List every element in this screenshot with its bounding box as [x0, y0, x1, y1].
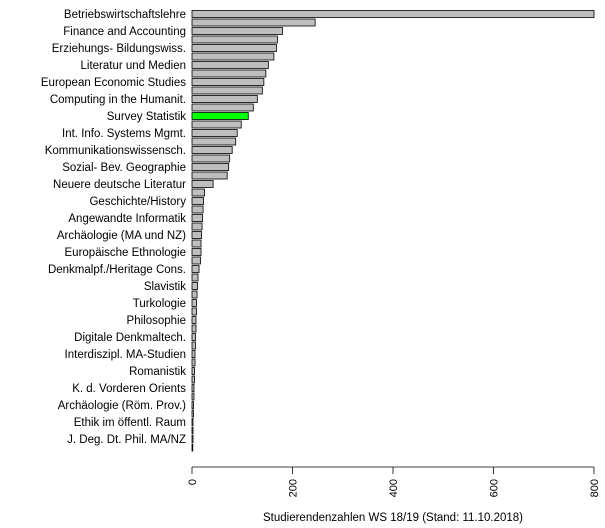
- bar: [191, 333, 196, 341]
- bar: [191, 248, 202, 256]
- bar: [191, 435, 194, 443]
- bar: [191, 18, 316, 27]
- bar: [191, 27, 283, 35]
- bar: [191, 95, 258, 103]
- category-label: Kommunikationswissensch.: [45, 145, 186, 157]
- category-label: Neuere deutsche Literatur: [53, 179, 186, 191]
- category-label: Int. Info. Systems Mgmt.: [62, 128, 186, 140]
- category-label: Survey Statistik: [107, 111, 186, 123]
- bar: [191, 69, 267, 78]
- x-tick-label: 400: [388, 479, 400, 497]
- bar: [191, 316, 197, 324]
- bar: [191, 180, 214, 188]
- category-label: Turkologie: [133, 298, 186, 310]
- category-label: J. Deg. Dt. Phil. MA/NZ: [67, 434, 186, 446]
- category-label: Ethik im öffentl. Raum: [74, 417, 186, 429]
- bar: [191, 61, 269, 69]
- bar: [191, 44, 277, 52]
- bar: [191, 146, 233, 154]
- category-label: Slavistik: [144, 281, 186, 293]
- bar: [191, 222, 203, 231]
- category-label: Erziehungs- Bildungswiss.: [52, 43, 186, 55]
- bar: [191, 205, 204, 214]
- bar: [191, 112, 249, 120]
- bar: [191, 375, 195, 384]
- x-axis: 0 200 400 600 800: [187, 466, 601, 497]
- category-label: Betriebswirtschaftslehre: [64, 9, 186, 21]
- x-tick-label: 0: [187, 479, 199, 485]
- bar: [191, 273, 199, 282]
- bar: [191, 392, 195, 401]
- category-label: Finance and Accounting: [63, 26, 186, 38]
- bar: [191, 384, 195, 392]
- bar: [191, 418, 194, 426]
- bar: [191, 324, 197, 333]
- bar: [191, 409, 194, 418]
- bar: [191, 265, 200, 273]
- bar: [191, 120, 242, 129]
- bar: [191, 86, 263, 95]
- category-label: Philosophie: [127, 315, 186, 327]
- x-tick-label: 600: [489, 479, 501, 497]
- bar: [191, 282, 198, 290]
- bar: [191, 197, 204, 205]
- category-label: Computing in the Humanit.: [50, 94, 186, 106]
- bar: [191, 214, 203, 222]
- category-label: Denkmalpf./Heritage Cons.: [48, 264, 186, 276]
- x-axis-title: Studierendenzahlen WS 18/19 (Stand: 11.1…: [263, 512, 523, 524]
- bar: [191, 367, 195, 375]
- bar: [191, 290, 198, 299]
- category-label: Sozial- Bev. Geographie: [62, 162, 186, 174]
- x-tick-label: 200: [288, 479, 300, 497]
- category-label: Digitale Denkmaltech.: [74, 332, 186, 344]
- category-label: Romanistik: [129, 366, 186, 378]
- bar: [191, 358, 196, 367]
- bar: [191, 350, 196, 358]
- category-label: Europäische Ethnologie: [65, 247, 186, 259]
- bar: [191, 103, 254, 112]
- bar: [191, 299, 197, 307]
- category-label: Archäologie (Röm. Prov.): [58, 400, 186, 412]
- bar: [191, 154, 231, 163]
- category-label: Interdiszipl. MA-Studien: [65, 349, 186, 361]
- bar: [191, 171, 228, 180]
- category-label: European Economic Studies: [41, 77, 186, 89]
- bar: [191, 231, 202, 239]
- category-label: Archäologie (MA und NZ): [57, 230, 186, 242]
- x-tick-label: 800: [589, 479, 601, 497]
- bar: [191, 129, 238, 137]
- bar: [191, 35, 278, 44]
- bar: [191, 239, 202, 248]
- bar: [191, 401, 194, 409]
- bar: [191, 10, 595, 18]
- bar: [191, 443, 194, 452]
- bars: [191, 10, 595, 452]
- category-label: K. d. Vorderen Orients: [72, 383, 186, 395]
- bar: [191, 256, 201, 265]
- bar: [191, 426, 194, 435]
- category-label: Literatur und Medien: [81, 60, 186, 72]
- category-label: Geschichte/History: [89, 196, 186, 208]
- bar: [191, 307, 197, 316]
- bar: [191, 188, 205, 197]
- bar: [191, 52, 275, 61]
- bar: [191, 341, 196, 350]
- bar: [191, 137, 237, 146]
- category-label: Angewandte Informatik: [68, 213, 186, 225]
- bar: [191, 163, 230, 171]
- category-labels: Betriebswirtschaftslehre Finance and Acco…: [41, 9, 186, 446]
- bar: [191, 78, 265, 86]
